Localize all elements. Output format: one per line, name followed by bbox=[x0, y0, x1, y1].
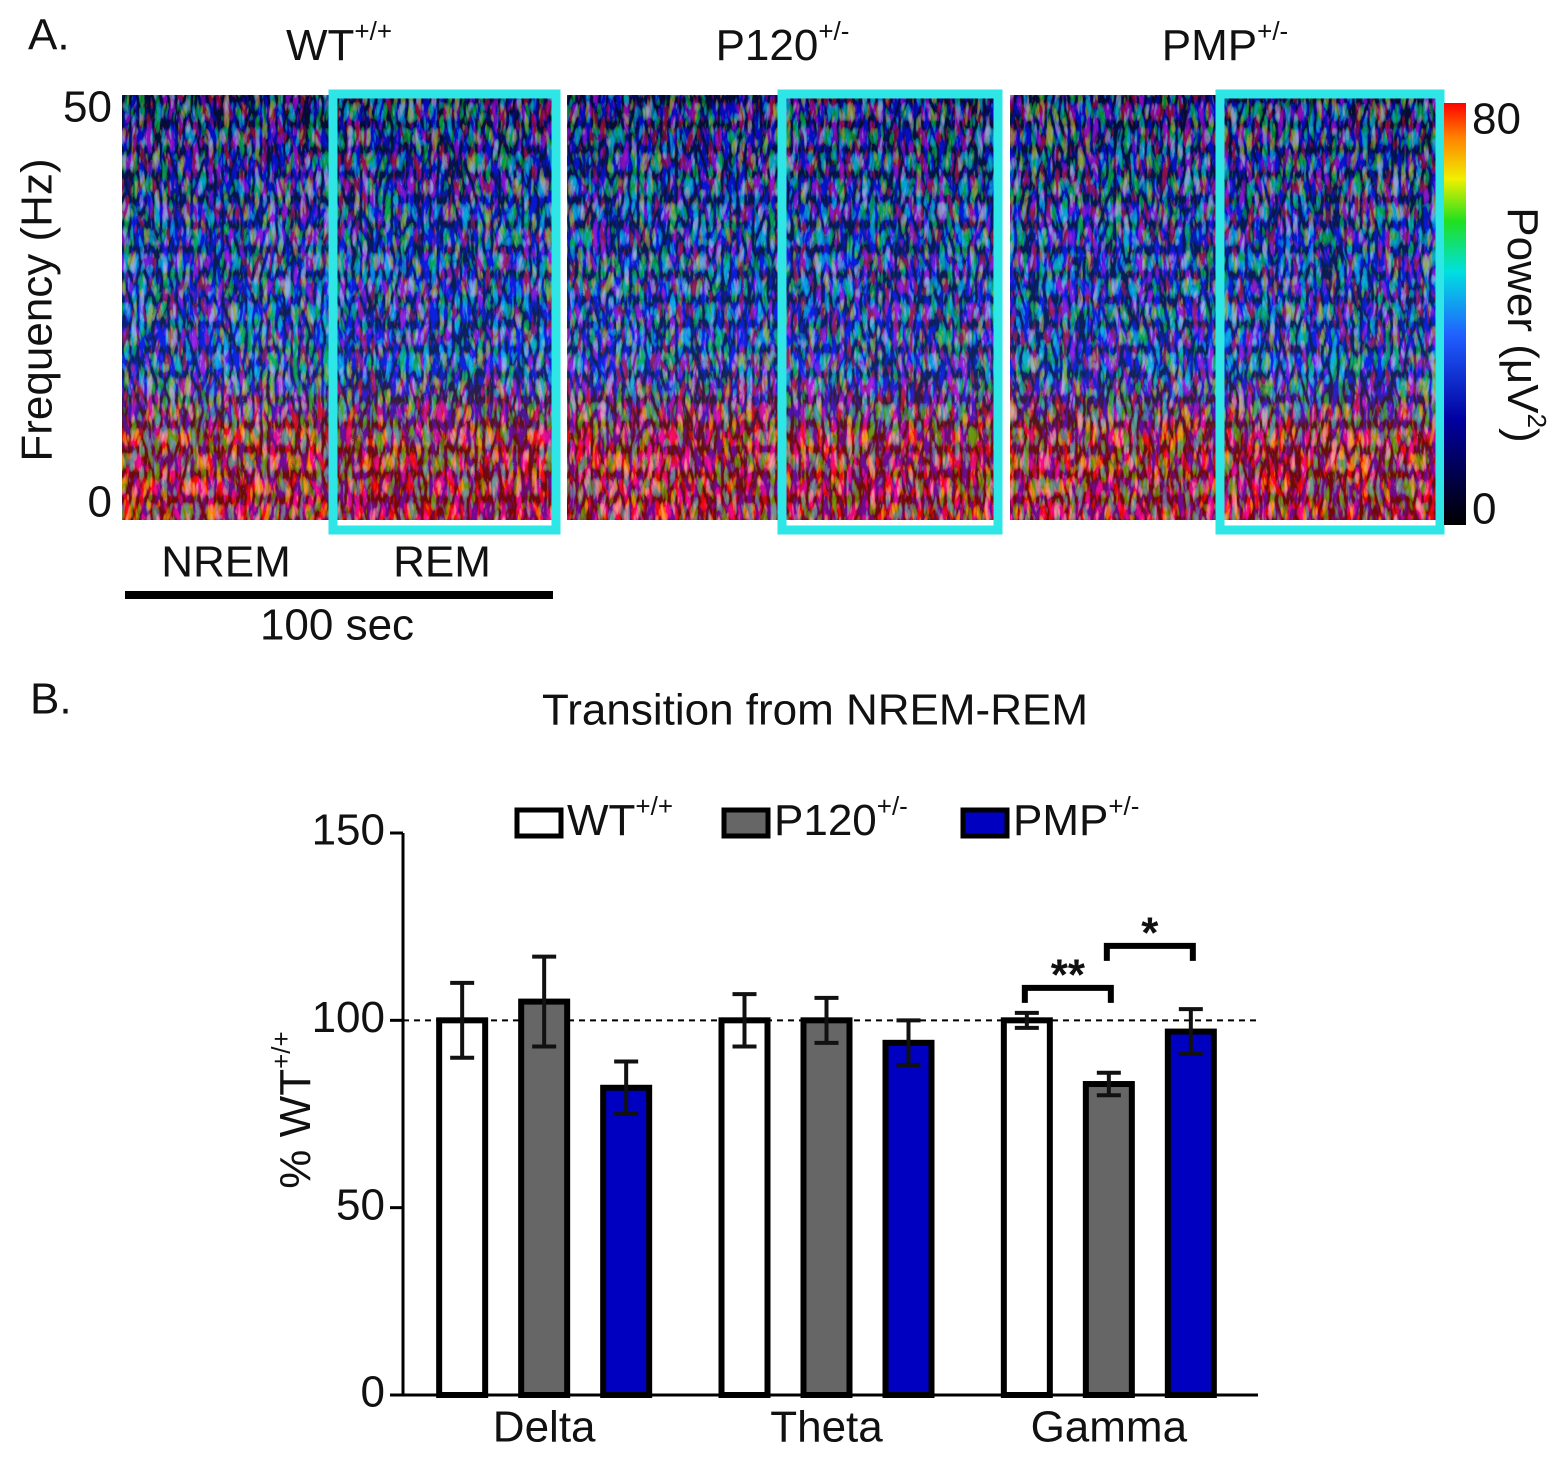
segment-label: REM bbox=[393, 538, 491, 587]
scale-bar-label: 100 sec bbox=[260, 601, 414, 650]
y-tick-label: 0 bbox=[88, 478, 112, 527]
colorbar-tick-label: 80 bbox=[1472, 95, 1521, 144]
legend-swatch bbox=[960, 807, 1010, 839]
panel-title: WT+/+ bbox=[286, 16, 392, 70]
y-axis-label: % WT+/+ bbox=[266, 1031, 320, 1188]
panel-label: B. bbox=[30, 675, 72, 724]
panel-title-sup: +/- bbox=[1257, 16, 1288, 46]
legend-label: PMP+/- bbox=[1013, 791, 1139, 845]
legend-label: P120+/- bbox=[774, 791, 908, 845]
bar bbox=[1000, 1017, 1053, 1398]
rem-highlight bbox=[1215, 89, 1445, 535]
bar bbox=[1082, 1081, 1135, 1398]
x-tick-label: Theta bbox=[770, 1403, 883, 1452]
significance-bracket bbox=[1103, 942, 1196, 961]
legend-label-main: WT bbox=[567, 796, 635, 845]
y-axis-label: Frequency (Hz) bbox=[13, 158, 62, 461]
y-tick-label: 50 bbox=[63, 83, 112, 132]
bar bbox=[1164, 1028, 1217, 1399]
chart-title: Transition from NREM-REM bbox=[542, 686, 1088, 735]
bar bbox=[518, 998, 571, 1398]
panel-title: PMP+/- bbox=[1162, 16, 1288, 70]
colorbar-label-tail: ) bbox=[1498, 428, 1547, 443]
significance-label: ** bbox=[1051, 950, 1086, 999]
bar bbox=[800, 1017, 853, 1398]
colorbar-label-main: Power (μV bbox=[1498, 207, 1547, 414]
bar bbox=[882, 1039, 935, 1399]
panel-title-sup: +/- bbox=[818, 16, 849, 46]
x-tick-label: Gamma bbox=[1031, 1403, 1188, 1452]
x-tick-label: Delta bbox=[493, 1403, 596, 1452]
spectrogram-noise bbox=[1010, 95, 1440, 520]
colorbar-label-sup: 2 bbox=[1522, 414, 1552, 428]
legend-label-main: PMP bbox=[1013, 796, 1108, 845]
y-axis-label-sup: +/+ bbox=[266, 1031, 296, 1069]
panel-title: P120+/- bbox=[716, 16, 850, 70]
y-tick-label: 50 bbox=[336, 1180, 385, 1229]
y-tick-label: 0 bbox=[361, 1368, 385, 1417]
legend-label-sup: +/+ bbox=[635, 791, 673, 821]
panel-title-main: PMP bbox=[1162, 21, 1257, 70]
bar bbox=[600, 1084, 653, 1398]
legend-label: WT+/+ bbox=[567, 791, 673, 845]
legend-label-main: P120 bbox=[774, 796, 877, 845]
rem-highlight bbox=[777, 89, 1003, 535]
legend-label-sup: +/- bbox=[877, 791, 908, 821]
significance-label: * bbox=[1141, 908, 1159, 957]
colorbar-label: Power (μV2) bbox=[1498, 207, 1552, 442]
legend-swatch bbox=[721, 807, 771, 839]
panel-title-main: P120 bbox=[716, 21, 819, 70]
colorbar-tick-label: 0 bbox=[1472, 485, 1496, 534]
rem-highlight bbox=[328, 89, 561, 535]
legend-label-sup: +/- bbox=[1108, 791, 1139, 821]
legend-swatch bbox=[514, 807, 564, 839]
y-tick-label: 100 bbox=[312, 993, 385, 1042]
colorbar bbox=[1444, 103, 1466, 525]
bar bbox=[718, 1017, 771, 1398]
panel-title-sup: +/+ bbox=[354, 16, 392, 46]
significance-bracket bbox=[1021, 984, 1114, 1003]
y-axis-label-main: % WT bbox=[271, 1069, 320, 1189]
panel-label: A. bbox=[28, 11, 70, 60]
bar bbox=[436, 1017, 489, 1398]
panel-title-main: WT bbox=[286, 21, 354, 70]
segment-label: NREM bbox=[161, 538, 291, 587]
spectrogram-noise bbox=[122, 95, 556, 520]
y-tick-label: 150 bbox=[312, 806, 385, 855]
